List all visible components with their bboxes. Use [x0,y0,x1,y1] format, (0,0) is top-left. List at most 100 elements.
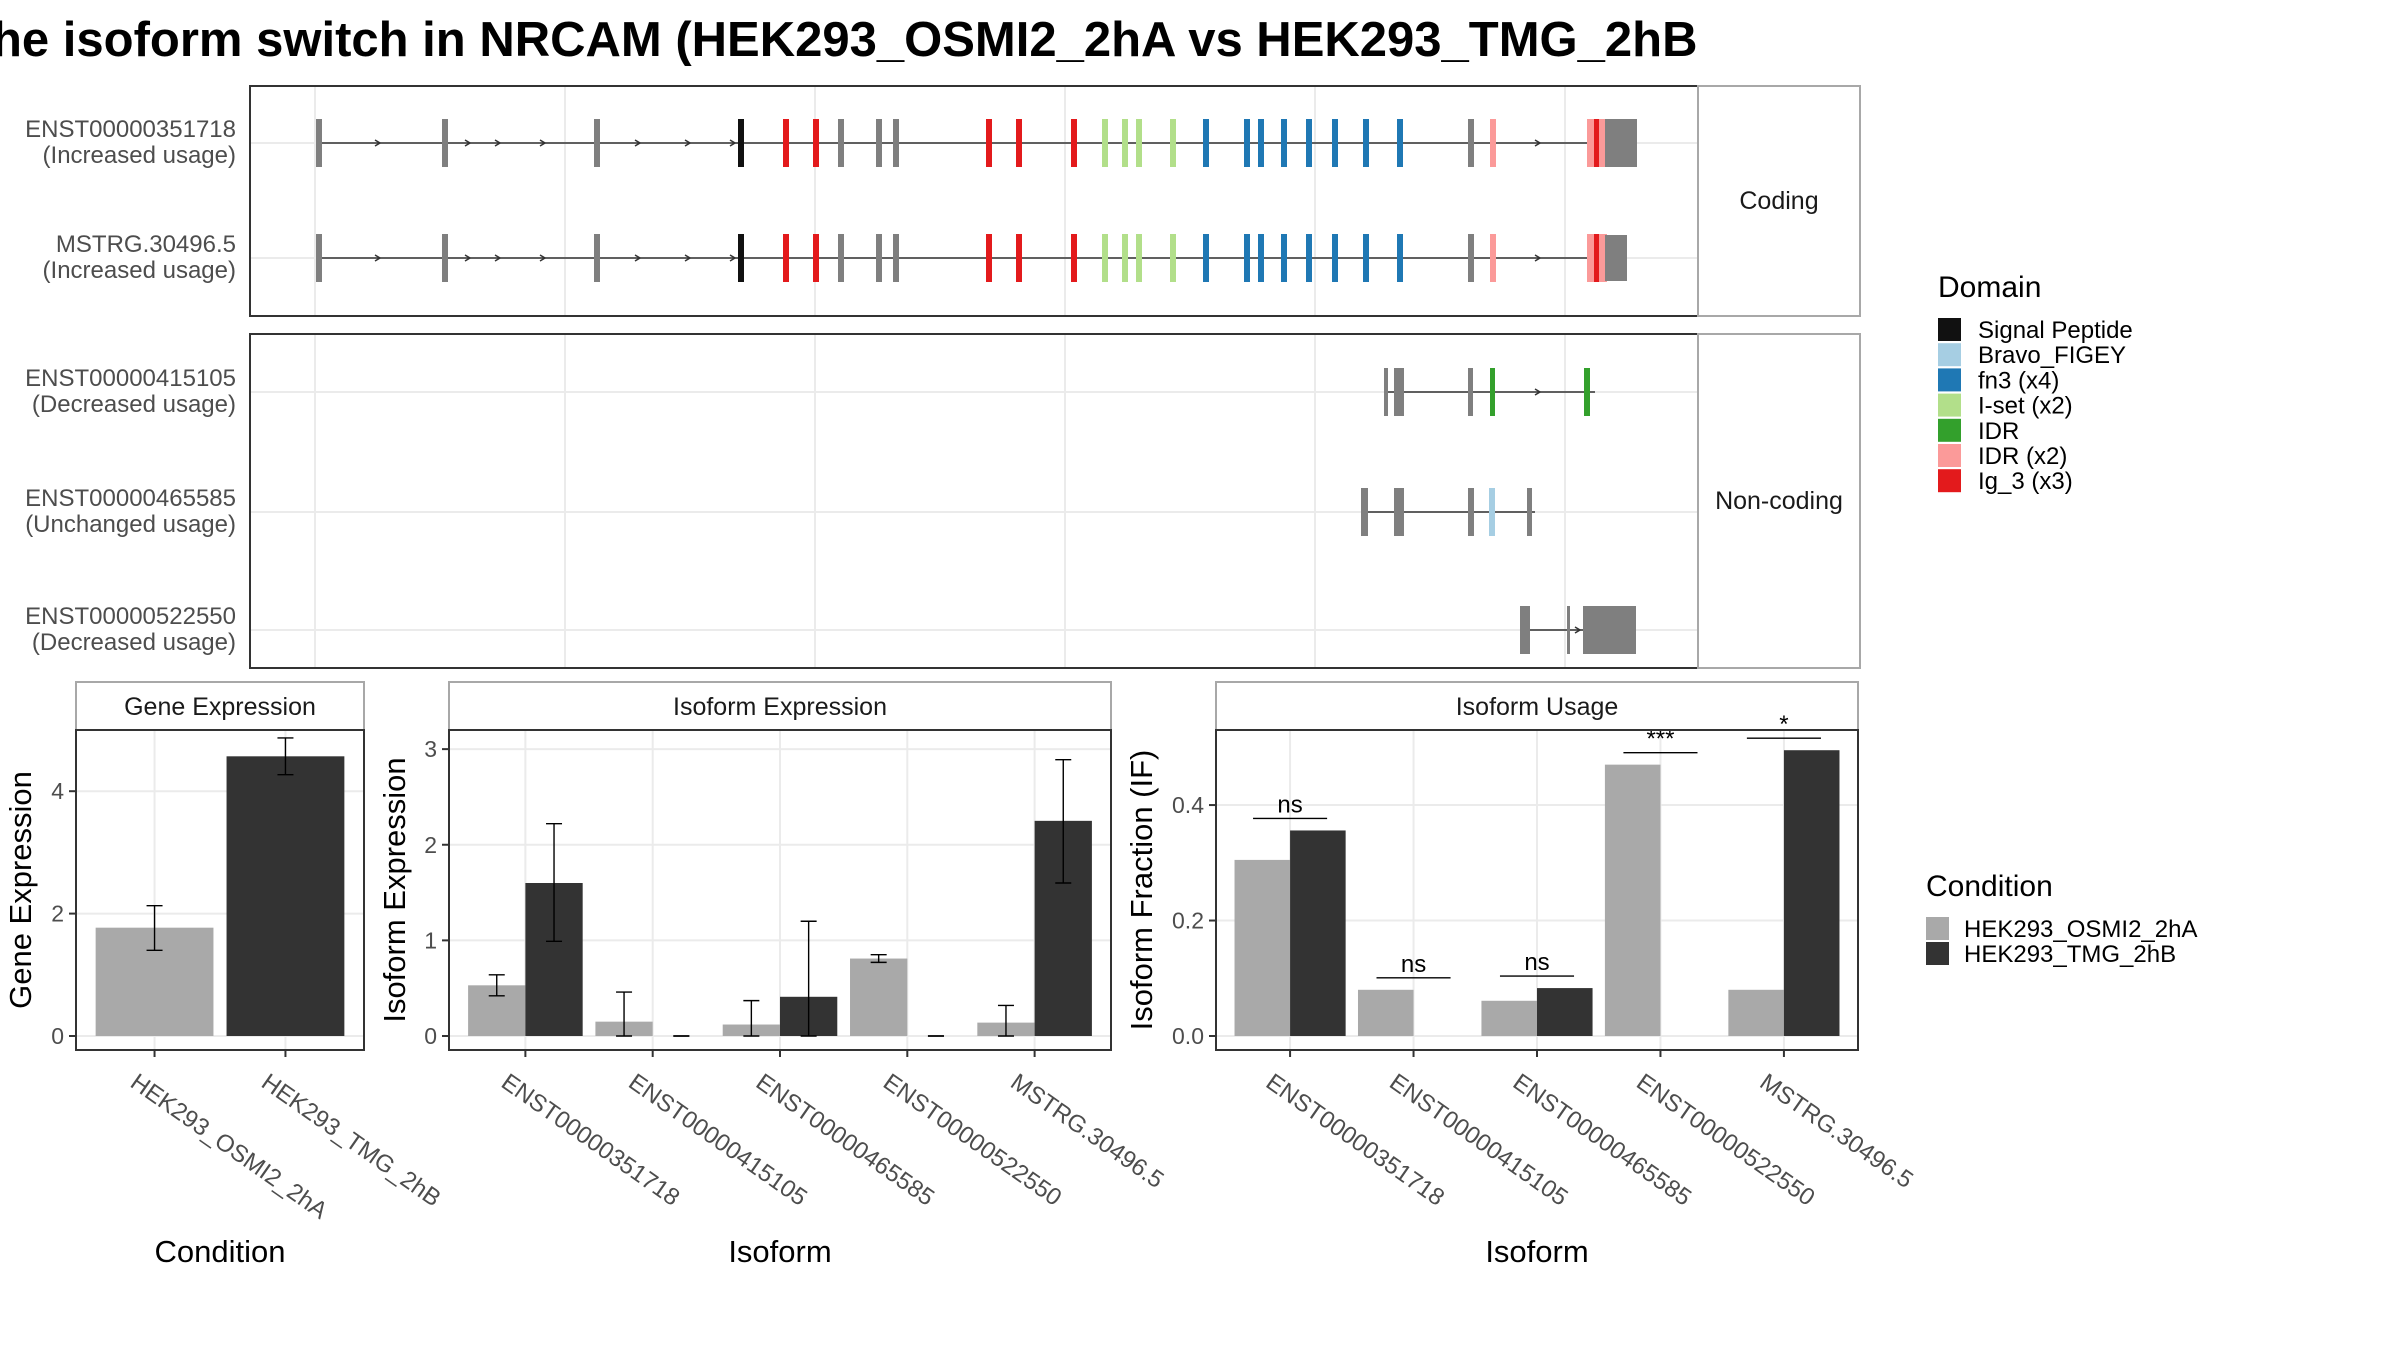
x-axis-title: Condition [155,1234,286,1269]
coding-exon [1170,119,1176,167]
facet-strip [1697,85,1861,317]
coding-exon [1203,119,1209,167]
coding-exon [1016,234,1022,282]
domain-legend-label: IDR (x2) [1978,443,2067,470]
coding-exon [1397,119,1403,167]
coding-exon [1016,119,1022,167]
significance-label: * [1779,711,1788,738]
coding-exon [876,234,882,282]
y-tick-label: 1 [424,927,437,953]
transcript-usage-label: (Unchanged usage) [25,511,236,538]
exon [1520,606,1530,654]
bar [1290,830,1346,1036]
intron-arrow [494,139,502,147]
coding-exon [316,234,322,282]
coding-exon [1281,234,1287,282]
plot-border [75,729,365,1051]
coding-exon [442,119,448,167]
domain-legend-swatch [1938,343,1961,367]
coding-exon [738,234,744,282]
domain-legend-swatch [1938,393,1961,417]
intron-arrow [634,139,642,147]
coding-exon [986,234,992,282]
coding-exon [1306,119,1312,167]
coding-exon [1102,119,1108,167]
coding-exon [783,234,789,282]
coding-exon [1244,234,1250,282]
y-tick-label: 2 [424,832,437,858]
y-tick-label: 2 [51,901,64,927]
intron-arrow [684,254,692,262]
coding-exon [813,119,819,167]
exon [1468,488,1474,536]
domain-legend-label: Bravo_FIGEY [1978,342,2126,369]
coding-exon [738,119,744,167]
intron-arrow [1534,388,1542,396]
bar [1537,988,1593,1036]
coding-exon [1468,234,1474,282]
condition-legend-label: HEK293_OSMI2_2hA [1964,916,2197,943]
coding-exon [1122,234,1128,282]
intron-arrow [374,254,382,262]
transcript-structure-chart: ENST00000351718(Increased usage)MSTRG.30… [25,85,1861,669]
condition-legend-swatch [1926,942,1949,965]
coding-exon [1306,234,1312,282]
coding-exon [893,119,899,167]
panel-title: Isoform Usage [1456,693,1619,721]
y-tick-label: 3 [424,736,437,762]
idr-exon [1490,368,1495,416]
facet-label: Coding [1739,187,1818,215]
coding-exon [594,234,600,282]
domain-legend-title: Domain [1938,271,2041,304]
domain-legend-swatch [1938,368,1961,392]
domain-legend-label: I-set (x2) [1978,393,2073,420]
ig3-exon [1594,119,1599,167]
utr-exon [1605,119,1637,167]
exon [1468,368,1473,416]
coding-exon [1122,119,1128,167]
coding-exon [594,119,600,167]
coding-exon [1071,119,1077,167]
domain-legend-label: Ig_3 (x3) [1978,468,2073,495]
bar [226,756,345,1036]
domain-legend-swatch [1938,444,1961,467]
coding-exon [783,119,789,167]
coding-exon [442,234,448,282]
coding-exon [1258,119,1264,167]
intron-arrow [494,254,502,262]
intron-arrow [684,139,692,147]
coding-exon [1490,234,1496,282]
intron-arrow [729,139,737,147]
facet-strip [1697,333,1861,669]
y-tick-label: 4 [51,778,64,804]
coding-exon [813,234,819,282]
intron-arrow [464,254,472,262]
y-axis-title: Gene Expression [3,771,38,1009]
bar [1234,859,1291,1036]
figure-title: he isoform switch in NRCAM (HEK293_OSMI2… [0,13,1697,67]
intron-arrow [1534,254,1542,262]
transcript-id-label: ENST00000465585 [25,485,236,512]
utr-exon [1605,235,1627,281]
condition-legend-title: Condition [1926,870,2053,903]
y-axis-title: Isoform Fraction (IF) [1124,750,1159,1031]
coding-exon [838,234,844,282]
coding-exon [1397,234,1403,282]
transcript-id-label: ENST00000415105 [25,365,236,392]
panel-title: Gene Expression [124,693,316,721]
coding-exon [986,119,992,167]
intron-arrow [374,139,382,147]
panel-title: Isoform Expression [673,693,887,721]
coding-exon [1468,119,1474,167]
coding-exon [1244,119,1250,167]
coding-exon [1258,234,1264,282]
intron-arrow [539,139,547,147]
exon [1361,488,1368,536]
domain-legend-label: Signal Peptide [1978,317,2133,344]
bar [850,958,908,1036]
domain-legend-swatch [1938,469,1961,493]
intron-arrow [1574,626,1582,634]
exon [1567,606,1570,654]
coding-exon [1363,119,1369,167]
ig3-exon [1594,234,1599,282]
